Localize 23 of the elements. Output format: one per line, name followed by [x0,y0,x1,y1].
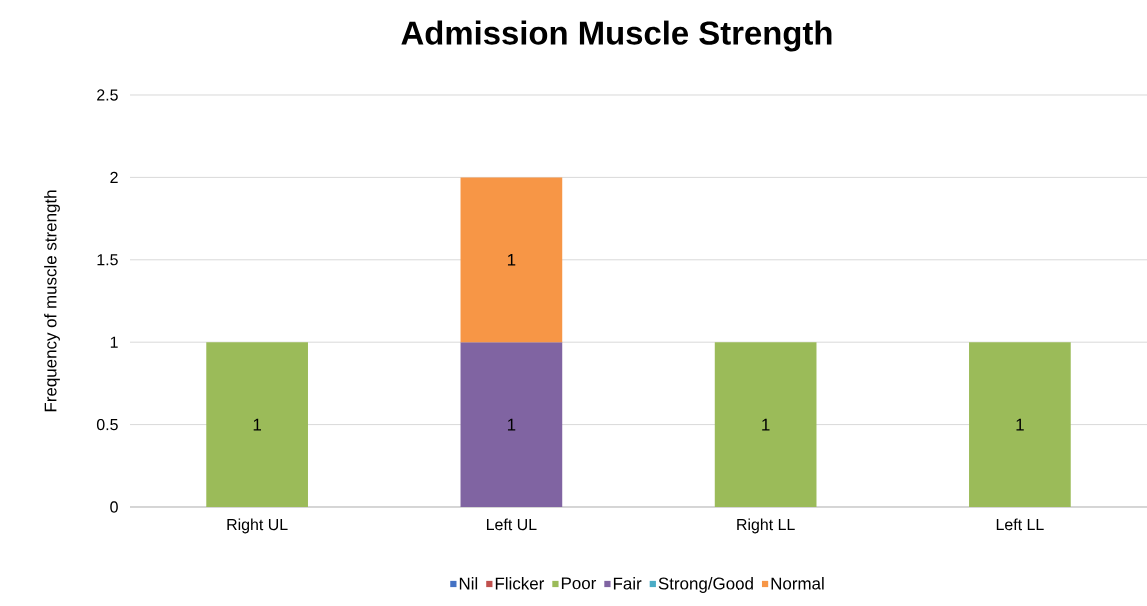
y-tick-label: 2.5 [97,89,118,101]
legend-label: Fair [613,577,642,590]
data-label: 1 [253,418,262,431]
legend-label: Normal [771,577,824,590]
data-label: 1 [762,418,770,431]
y-tick-label: 1.5 [97,254,118,266]
x-tick-label: Right UL [227,518,288,534]
x-tick-label: Right LL [737,518,795,534]
y-tick-label: 2 [110,171,118,183]
y-tick-label: 0 [110,501,118,513]
y-axis-title: Frequency of muscle strength [44,190,60,412]
x-tick-label: Left UL [487,518,537,531]
x-tick-label: Left LL [996,518,1044,531]
chart-title: Admission Muscle Strength [401,20,832,52]
legend-label: Nil [459,577,478,590]
legend-label: Strong/Good [658,577,753,593]
data-label: 1 [1016,418,1024,431]
data-label: 1 [507,418,516,431]
data-label: 1 [507,253,516,266]
legend-label: Poor [561,577,597,590]
y-tick-label: 1 [110,336,118,348]
y-tick-label: 0.5 [96,418,118,431]
legend-label: Flicker [495,577,545,590]
